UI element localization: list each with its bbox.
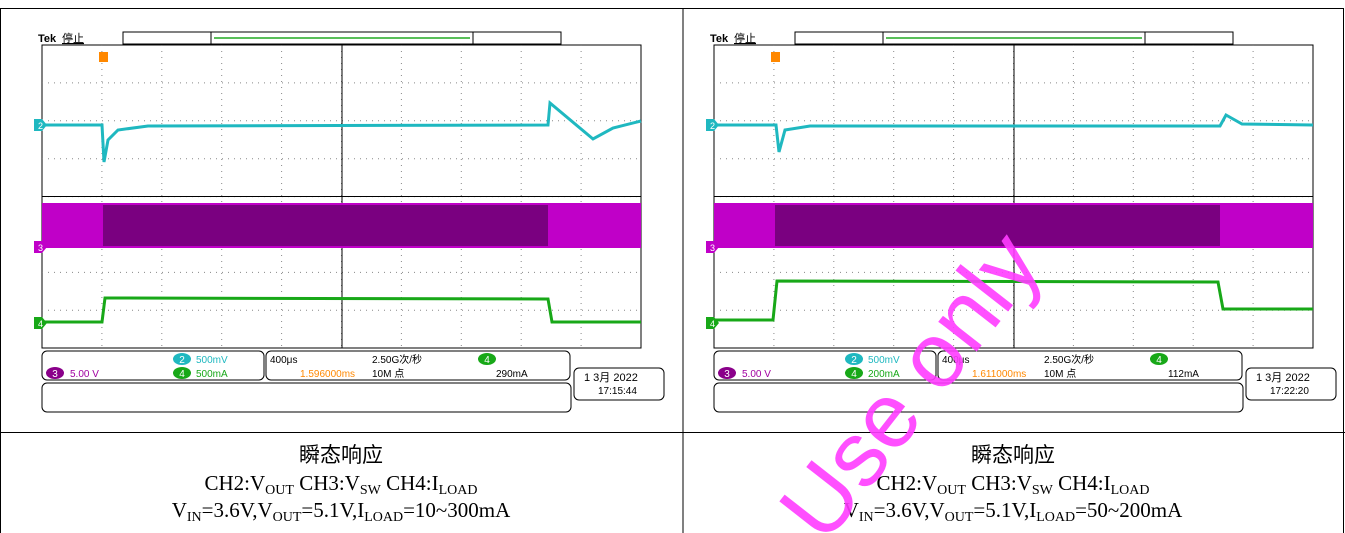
trigger-position: 1.596000ms xyxy=(300,369,355,380)
scope-screenshot: Tek 停止 2 3 4 3 5.00 V 2 500mV 4 500mA 400μs 2.50G次/秒… xyxy=(34,31,664,412)
sample-rate: 2.50G次/秒 xyxy=(372,353,422,366)
info-box xyxy=(42,383,571,412)
caption-title: 瞬态响应 xyxy=(299,443,383,467)
subscript: SW xyxy=(1032,483,1054,498)
caption-text: =5.1V,I xyxy=(301,498,364,522)
trigger-level: 290mA xyxy=(496,369,528,380)
caption-text: CH4:I xyxy=(381,471,439,495)
channel-badge-label: 4 xyxy=(179,369,185,380)
subscript: LOAD xyxy=(439,483,478,498)
subscript: LOAD xyxy=(364,510,403,525)
scope-status: 停止 xyxy=(62,31,84,45)
channel-badge-label: 2 xyxy=(179,355,185,366)
subscript: IN xyxy=(187,510,202,525)
info-box xyxy=(714,383,1243,412)
caption-text: =5.1V,I xyxy=(973,498,1036,522)
channel-marker-label: 2 xyxy=(710,121,715,131)
ch3-scale: 5.00 V xyxy=(742,369,771,380)
channel-marker-label: 4 xyxy=(38,319,43,329)
trigger-marker xyxy=(99,52,108,62)
record-length: 10M 点 xyxy=(1044,368,1076,380)
caption-text: CH3:V xyxy=(294,471,360,495)
scope-brand: Tek xyxy=(38,33,57,45)
subscript: LOAD xyxy=(1111,483,1150,498)
caption-line: CH2:VOUT CH3:VSW CH4:ILOAD xyxy=(204,471,477,498)
timebase: 400μs xyxy=(270,355,297,366)
caption-text: CH3:V xyxy=(966,471,1032,495)
time: 17:22:20 xyxy=(1270,386,1309,397)
scope-status: 停止 xyxy=(734,31,756,45)
subscript: OUT xyxy=(937,483,966,498)
channel-marker-label: 3 xyxy=(710,243,715,253)
channel-marker-label: 2 xyxy=(38,121,43,131)
subscript: SW xyxy=(360,483,382,498)
caption-text: =10~300mA xyxy=(403,498,511,522)
date: 1 3月 2022 xyxy=(584,372,638,384)
caption-line: CH2:VOUT CH3:VSW CH4:ILOAD xyxy=(876,471,1149,498)
scope-brand: Tek xyxy=(710,33,729,45)
caption-text: CH2:V xyxy=(204,471,265,495)
channel-badge-label: 4 xyxy=(1156,355,1162,366)
caption-text: CH4:I xyxy=(1053,471,1111,495)
date: 1 3月 2022 xyxy=(1256,372,1310,384)
subscript: OUT xyxy=(945,510,974,525)
trigger-level: 112mA xyxy=(1168,369,1199,380)
ch4-scale: 500mA xyxy=(196,369,228,380)
channel-badge-label: 3 xyxy=(52,369,58,380)
trigger-marker xyxy=(771,52,780,62)
ch2-scale: 500mV xyxy=(196,355,228,366)
channel-badge-label: 3 xyxy=(724,369,730,380)
subscript: OUT xyxy=(265,483,294,498)
time: 17:15:44 xyxy=(598,386,637,397)
channel-marker-label: 4 xyxy=(710,319,715,329)
ch3-band-inner xyxy=(103,205,548,246)
caption-text: =50~200mA xyxy=(1075,498,1183,522)
sample-rate: 2.50G次/秒 xyxy=(1044,353,1094,366)
ch3-scale: 5.00 V xyxy=(70,369,99,380)
page: Tek 停止 2 3 4 3 5.00 V 2 500mV 4 500mA 400μs 2.50G次/秒… xyxy=(0,0,1345,533)
caption-title: 瞬态响应 xyxy=(971,443,1055,467)
caption-text: V xyxy=(172,498,187,522)
caption-line: VIN=3.6V,VOUT=5.1V,ILOAD=50~200mA xyxy=(844,498,1183,525)
channel-badge-label: 4 xyxy=(484,355,490,366)
subscript: OUT xyxy=(273,510,302,525)
caption-line: VIN=3.6V,VOUT=5.1V,ILOAD=10~300mA xyxy=(172,498,511,525)
caption-text: =3.6V,V xyxy=(202,498,273,522)
record-length: 10M 点 xyxy=(372,368,404,380)
subscript: LOAD xyxy=(1036,510,1075,525)
channel-marker-label: 3 xyxy=(38,243,43,253)
channel-badge-label: 2 xyxy=(851,355,857,366)
